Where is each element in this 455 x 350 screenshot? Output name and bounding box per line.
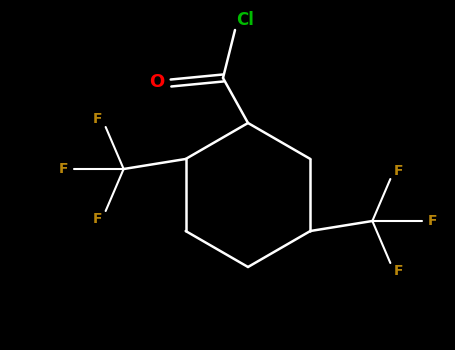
Text: F: F xyxy=(428,214,437,228)
Text: O: O xyxy=(149,73,165,91)
Text: F: F xyxy=(394,264,403,278)
Text: F: F xyxy=(394,164,403,178)
Text: F: F xyxy=(93,212,102,226)
Text: F: F xyxy=(93,112,102,126)
Text: Cl: Cl xyxy=(236,11,254,29)
Text: F: F xyxy=(59,162,68,176)
